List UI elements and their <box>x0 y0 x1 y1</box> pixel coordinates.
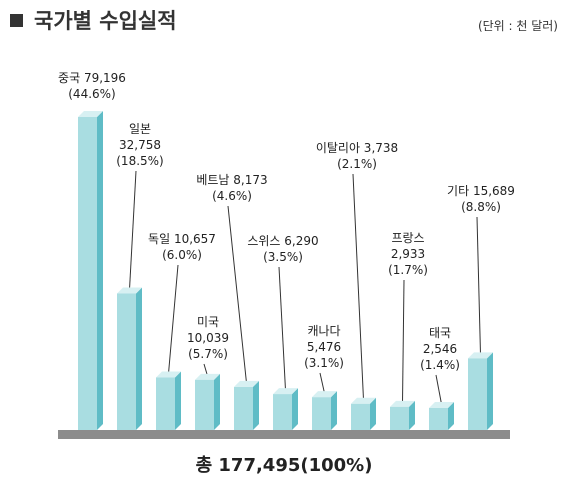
total-label: 총 177,495(100%) <box>196 455 373 476</box>
bar-6-side <box>292 388 298 430</box>
bar-11 <box>468 358 487 430</box>
bar-8 <box>351 403 370 430</box>
bar-5-label-line-2: (4.6%) <box>212 189 252 203</box>
bar-9-side <box>409 400 415 430</box>
bar-10 <box>429 408 448 430</box>
bar-5-top <box>234 380 259 387</box>
bar-6-label-line-2: (3.5%) <box>263 250 303 264</box>
bar-11-side <box>487 352 493 430</box>
bar-10-side <box>448 402 454 430</box>
bar-5 <box>234 386 253 430</box>
bar-5-leader <box>227 205 247 383</box>
bar-9-leader <box>402 279 405 403</box>
bar-4-label-line-1: 미국 <box>197 315 219 329</box>
bar-8-top <box>351 397 376 404</box>
unit-label: (단위 : 천 달러) <box>478 18 558 33</box>
bar-10-label-line-3: (1.4%) <box>420 358 460 372</box>
bar-9-label-line-2: 2,933 <box>391 247 425 261</box>
bar-3-leader <box>168 264 179 374</box>
bar-8-label-line-2: (2.1%) <box>337 157 377 171</box>
bar-9-label-line-1: 프랑스 <box>391 231 424 245</box>
bar-labels: 중국 79,196 (44.6%) 일본 32,758 (18.5%) 독일 10,657… <box>58 71 515 372</box>
bar-2-side <box>136 287 142 430</box>
bar-3-label-line-2: (6.0%) <box>162 248 202 262</box>
bar-7-label-line-3: (3.1%) <box>304 356 344 370</box>
bar-4-label-line-3: (5.7%) <box>188 347 228 361</box>
bar-9-top <box>390 400 415 407</box>
bar-7-label-line-1: 캐나다 <box>307 324 340 338</box>
bar-8-leader <box>352 173 364 400</box>
bar-10-label-line-2: 2,546 <box>423 342 457 356</box>
bar-1-side <box>97 111 103 430</box>
bar-7-label-line-2: 5,476 <box>307 340 341 354</box>
bar-6-label-line-1: 스위스 6,290 <box>247 234 318 248</box>
bar-1-label-line-1: 중국 79,196 <box>58 71 126 85</box>
bar-4-side <box>214 373 220 430</box>
bar-7-side <box>331 391 337 430</box>
bar-10-label-line-1: 태국 <box>429 326 451 340</box>
bar-10-top <box>429 402 454 408</box>
bar-1 <box>78 117 97 430</box>
chart-floor <box>58 430 510 439</box>
bar-1-label-line-2: (44.6%) <box>68 87 115 101</box>
leader-lines <box>129 170 481 405</box>
bar-10-leader <box>435 374 442 405</box>
bar-5-label-line-1: 베트남 8,173 <box>196 173 267 187</box>
chart-title: 국가별 수입실적 <box>34 9 177 33</box>
bar-9 <box>390 406 409 430</box>
bar-9-label-line-3: (1.7%) <box>388 263 428 277</box>
bar-3 <box>156 377 175 430</box>
bar-6-leader <box>278 266 286 391</box>
bar-8-side <box>370 397 376 430</box>
bar-6 <box>273 394 292 430</box>
bar-4-top <box>195 373 220 380</box>
bar-2-top <box>117 287 142 294</box>
bar-11-label-line-1: 기타 15,689 <box>447 184 515 198</box>
bar-2-label-line-1: 일본 <box>129 122 151 136</box>
bar-8-label-line-1: 이탈리아 3,738 <box>316 141 398 155</box>
bar-7 <box>312 397 331 430</box>
bar-11-label-line-2: (8.8%) <box>461 200 501 214</box>
bars-group <box>78 111 493 430</box>
bar-2-leader <box>129 170 137 290</box>
bar-4-label-line-2: 10,039 <box>187 331 229 345</box>
bar-2-label-line-3: (18.5%) <box>116 154 163 168</box>
bar-3-label-line-1: 독일 10,657 <box>148 232 216 246</box>
title-square-icon <box>10 14 23 27</box>
bar-1-top <box>78 111 103 117</box>
bar-2-label-line-2: 32,758 <box>119 138 161 152</box>
bar-11-top <box>468 352 493 359</box>
bar-7-leader <box>319 372 325 394</box>
bar-2 <box>117 293 136 430</box>
bar-5-side <box>253 380 259 430</box>
bar-6-top <box>273 388 298 395</box>
bar-3-top <box>156 371 181 378</box>
bar-7-top <box>312 391 337 398</box>
bar-11-leader <box>476 216 481 355</box>
bar-3-side <box>175 371 181 430</box>
bar-4 <box>195 379 214 430</box>
